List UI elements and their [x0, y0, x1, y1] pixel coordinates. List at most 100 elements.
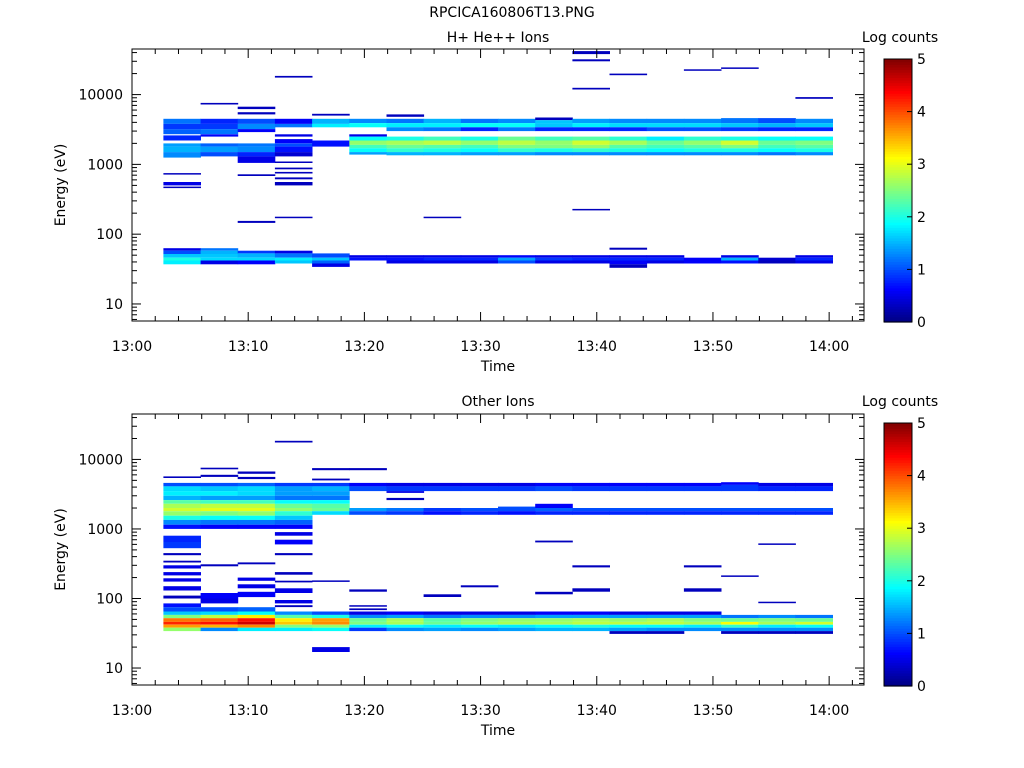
colorbar-segment	[884, 208, 912, 213]
colorbar-segment	[884, 127, 912, 131]
heatmap-cell	[237, 519, 276, 525]
colorbar-tick-label: 3	[917, 157, 926, 173]
colorbar-segment	[884, 517, 912, 521]
heatmap-cell	[200, 146, 239, 153]
colorbar-segment	[884, 659, 912, 663]
colorbar-segment	[884, 59, 912, 63]
heatmap-cell	[163, 578, 201, 582]
heatmap-cell	[163, 486, 201, 492]
heatmap-cell	[200, 257, 239, 261]
heatmap-cell	[609, 621, 648, 625]
heatmap-cell	[274, 486, 313, 492]
colorbar-segment	[884, 664, 912, 669]
colorbar-segment	[884, 622, 912, 627]
heatmap-cell	[312, 118, 350, 124]
heatmap-cell	[237, 476, 276, 480]
heatmap-cell	[795, 148, 833, 153]
heatmap-cell	[349, 255, 387, 258]
heatmap-cell	[460, 136, 499, 141]
colorbar-segment	[884, 559, 912, 563]
heatmap-cell	[795, 144, 833, 149]
heatmap-cell	[237, 106, 276, 110]
heatmap-cell	[572, 618, 610, 622]
heatmap-cell	[721, 508, 759, 512]
colorbar-segment	[884, 290, 912, 294]
heatmap-cell	[349, 134, 387, 137]
heatmap-cell	[386, 611, 425, 615]
heatmap-cell	[386, 140, 425, 145]
colorbar-segment	[884, 164, 912, 168]
heatmap-cell	[572, 51, 610, 55]
colorbar-segment	[884, 515, 912, 519]
colorbar-segment	[884, 649, 912, 653]
colorbar-segment	[884, 612, 912, 616]
heatmap-cell	[646, 260, 685, 264]
heatmap-cell	[423, 611, 462, 615]
heatmap-cell	[237, 152, 276, 157]
heatmap-cell	[386, 144, 425, 149]
heatmap-cell	[200, 564, 239, 567]
heatmap-cell	[572, 123, 610, 128]
colorbar-segment	[884, 253, 912, 257]
heatmap-cell	[163, 542, 201, 549]
colorbar-segment	[884, 143, 912, 147]
colorbar-tick-label: 1	[917, 262, 926, 278]
colorbar-segment	[884, 425, 912, 429]
heatmap-cell	[274, 250, 313, 254]
heatmap-cell	[460, 486, 499, 492]
colorbar-segment	[884, 122, 912, 126]
colorbar-segment	[884, 507, 912, 511]
heatmap-cell	[535, 257, 573, 261]
colorbar-segment	[884, 135, 912, 139]
colorbar-segment	[884, 536, 912, 540]
heatmap-cell	[423, 482, 462, 487]
colorbar-segment	[884, 314, 912, 318]
heatmap-cell	[274, 532, 313, 536]
heatmap-cell	[609, 73, 648, 76]
heatmap-cell	[274, 500, 313, 504]
colorbar-segment	[884, 108, 912, 113]
heatmap-cell	[237, 607, 276, 612]
heatmap-cell	[423, 255, 462, 258]
heatmap-cell	[572, 482, 610, 487]
heatmap-cell	[609, 611, 648, 615]
heatmap-cell	[535, 482, 573, 487]
heatmap-cell	[386, 491, 425, 493]
heatmap-cell	[163, 519, 201, 525]
colorbar-segment	[884, 90, 912, 94]
heatmap-cell	[163, 143, 201, 147]
heatmap-cell	[200, 598, 239, 604]
colorbar-segment	[884, 300, 912, 305]
heatmap-cell	[795, 614, 833, 619]
heatmap-cell	[386, 127, 425, 132]
heatmap-cell	[572, 511, 610, 515]
heatmap-cell	[535, 627, 573, 632]
heatmap-cell	[200, 624, 239, 628]
colorbar-segment	[884, 554, 912, 558]
heatmap-cell	[535, 152, 573, 156]
heatmap-cell	[200, 486, 239, 492]
heatmap-cell	[349, 152, 387, 155]
heatmap-cell	[460, 482, 499, 487]
colorbar-segment	[884, 607, 912, 611]
colorbar-segment	[884, 156, 912, 160]
heatmap-cell	[721, 484, 759, 492]
x-tick-label: 13:40	[577, 703, 617, 719]
heatmap-cell	[349, 468, 387, 471]
colorbar-segment	[884, 198, 912, 202]
heatmap-cell	[646, 614, 685, 619]
x-tick-label: 13:30	[460, 703, 500, 719]
heatmap-cell	[609, 247, 648, 250]
heatmap-cell	[758, 624, 796, 628]
colorbar-segment	[884, 593, 912, 598]
heatmap-cell	[460, 127, 499, 132]
heatmap-cell	[349, 611, 387, 615]
heatmap-cell	[312, 263, 350, 267]
colorbar-tick-label: 1	[917, 626, 926, 642]
heatmap-cell	[386, 260, 425, 264]
heatmap-cell	[200, 618, 239, 622]
heatmap-cell	[274, 524, 313, 529]
colorbar-segment	[884, 628, 912, 632]
heatmap-cell	[758, 618, 796, 622]
colorbar-segment	[884, 185, 912, 189]
